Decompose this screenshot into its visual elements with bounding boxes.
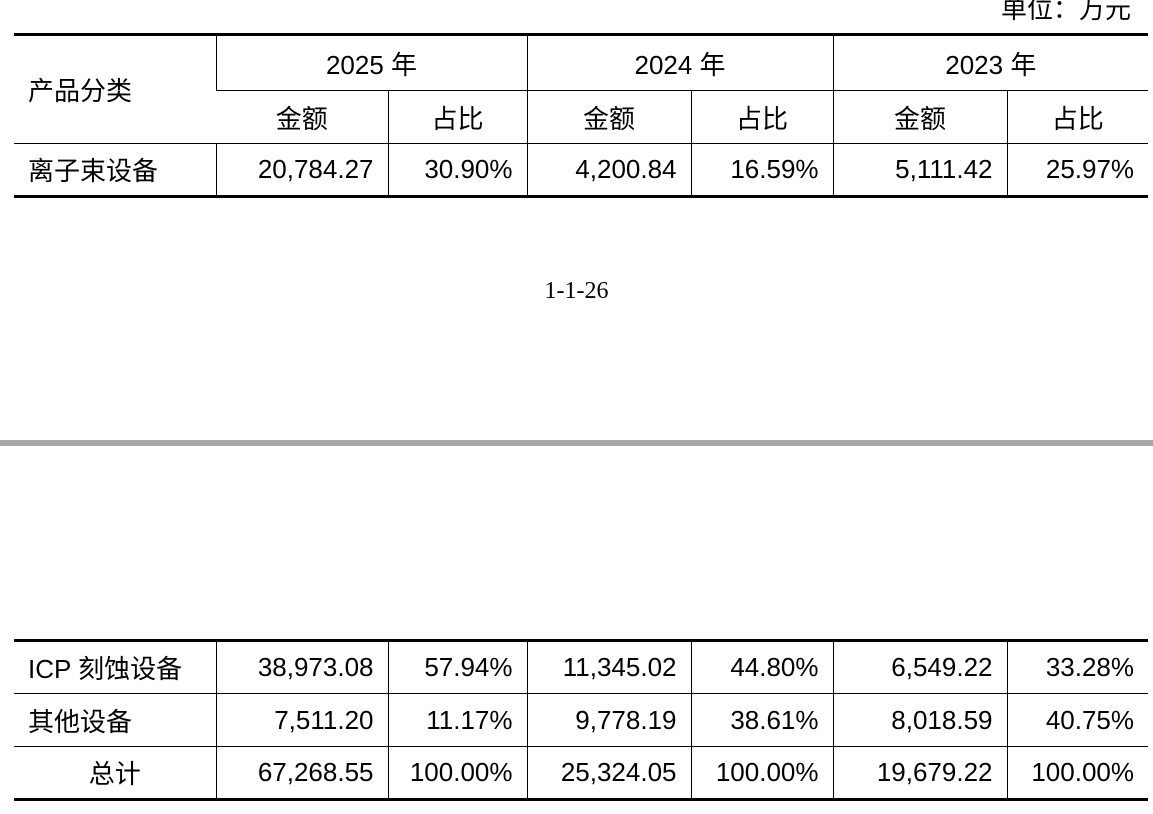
- category-cell: ICP 刻蚀设备: [14, 640, 216, 694]
- total-cell: 67,268.55: [215, 746, 388, 800]
- category-cell: 离子束设备: [14, 143, 216, 197]
- year-header-2025: 2025 年: [215, 34, 528, 91]
- total-cell: 25,324.05: [526, 746, 691, 800]
- total-row: 总计 67,268.55 100.00% 25,324.05 100.00% 1…: [14, 746, 1148, 800]
- value-cell: 9,778.19: [526, 693, 691, 747]
- total-cell: 100.00%: [690, 746, 833, 800]
- amount-header: 金额: [216, 90, 388, 144]
- total-label: 总计: [14, 746, 216, 800]
- value-cell: 38,973.08: [215, 640, 388, 694]
- value-cell: 33.28%: [1006, 640, 1148, 694]
- value-cell: 5,111.42: [832, 143, 1008, 197]
- category-cell: 其他设备: [14, 693, 216, 747]
- total-cell: 19,679.22: [832, 746, 1007, 800]
- value-cell: 8,018.59: [832, 693, 1007, 747]
- value-cell: 44.80%: [690, 640, 833, 694]
- header-row-subcolumns: 金额 占比 金额 占比 金额 占比: [14, 90, 1149, 144]
- header-row-years: 产品分类 2025 年 2024 年 2023 年: [14, 34, 1149, 144]
- value-cell: 57.94%: [387, 640, 527, 694]
- amount-header: 金额: [832, 90, 1008, 144]
- table-row: ICP 刻蚀设备 38,973.08 57.94% 11,345.02 44.8…: [14, 640, 1148, 694]
- unit-label: 单位：万元: [1000, 0, 1131, 24]
- value-cell: 30.90%: [387, 143, 528, 197]
- value-cell: 4,200.84: [526, 143, 692, 197]
- revenue-table-top: 产品分类 2025 年 2024 年 2023 年 金额 占比 金额 占比 金额…: [14, 33, 1149, 198]
- total-cell: 100.00%: [387, 746, 527, 800]
- ratio-header: 占比: [387, 90, 528, 144]
- value-cell: 6,549.22: [832, 640, 1007, 694]
- page-divider: [0, 440, 1153, 446]
- value-cell: 11.17%: [387, 693, 527, 747]
- ratio-header: 占比: [1006, 90, 1149, 144]
- total-cell: 100.00%: [1006, 746, 1148, 800]
- value-cell: 20,784.27: [215, 143, 388, 197]
- value-cell: 40.75%: [1006, 693, 1148, 747]
- page-number: 1-1-26: [544, 278, 609, 304]
- value-cell: 25.97%: [1006, 143, 1149, 197]
- value-cell: 11,345.02: [526, 640, 691, 694]
- value-cell: 7,511.20: [215, 693, 388, 747]
- revenue-table-bottom: ICP 刻蚀设备 38,973.08 57.94% 11,345.02 44.8…: [14, 639, 1148, 801]
- table-row: 离子束设备 20,784.27 30.90% 4,200.84 16.59% 5…: [14, 143, 1149, 197]
- year-header-2023: 2023 年: [832, 34, 1149, 91]
- year-header-2024: 2024 年: [526, 34, 834, 91]
- category-header: 产品分类: [14, 34, 216, 144]
- value-cell: 38.61%: [690, 693, 833, 747]
- ratio-header: 占比: [690, 90, 834, 144]
- table-row: 其他设备 7,511.20 11.17% 9,778.19 38.61% 8,0…: [14, 693, 1148, 747]
- value-cell: 16.59%: [690, 143, 834, 197]
- amount-header: 金额: [526, 90, 692, 144]
